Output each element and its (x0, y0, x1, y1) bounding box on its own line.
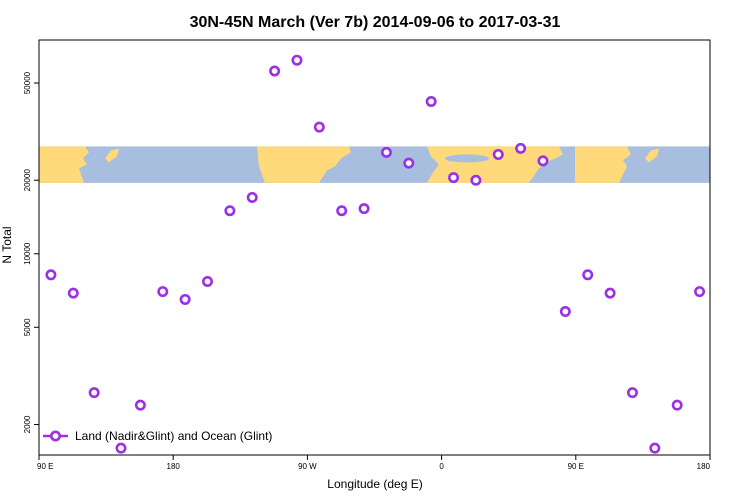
data-point-3 (115, 442, 127, 454)
x-tick-label-3: 0 (439, 462, 444, 471)
x-tick-label-1: 180 (167, 462, 181, 471)
data-point-21 (515, 142, 527, 154)
data-point-28 (671, 399, 683, 411)
y-tick-label-2: 10000 (23, 242, 32, 265)
data-point-0 (45, 269, 57, 281)
data-point-9 (246, 191, 258, 203)
y-tick-label-4: 50000 (23, 71, 32, 94)
data-point-11 (291, 54, 303, 66)
data-point-5 (157, 286, 169, 298)
legend-marker (49, 430, 61, 442)
data-point-16 (403, 157, 415, 169)
data-point-4 (134, 399, 146, 411)
data-point-1 (67, 287, 79, 299)
data-point-29 (694, 286, 706, 298)
map-land-4 (575, 146, 631, 183)
y-tick-label-0: 2000 (23, 415, 32, 433)
data-point-8 (224, 205, 236, 217)
x-tick-label-2: 90 W (298, 462, 317, 471)
legend-label: Land (Nadir&Glint) and Ocean (Glint) (75, 429, 272, 443)
data-point-7 (201, 275, 213, 287)
y-axis: 2000 5000 10000 20000 50000 (23, 71, 39, 433)
map-band (39, 146, 710, 183)
data-point-19 (470, 174, 482, 186)
data-point-6 (179, 293, 191, 305)
data-point-13 (336, 205, 348, 217)
y-tick-label-1: 5000 (23, 318, 32, 336)
data-point-25 (604, 287, 616, 299)
data-point-2 (88, 387, 100, 399)
x-axis: 90 E 180 90 W 0 90 E 180 (37, 455, 711, 471)
data-point-12 (313, 121, 325, 133)
map-land-1 (105, 148, 119, 163)
data-point-20 (492, 148, 504, 160)
x-tick-label-0: 90 E (37, 462, 53, 471)
map-sea (445, 154, 489, 163)
data-point-10 (269, 65, 281, 77)
x-tick-label-4: 90 E (568, 462, 584, 471)
data-point-26 (626, 387, 638, 399)
data-point-14 (358, 203, 370, 215)
x-tick-label-5: 180 (697, 462, 711, 471)
data-point-24 (582, 269, 594, 281)
data-point-23 (559, 306, 571, 318)
data-point-18 (448, 172, 460, 184)
data-point-22 (537, 155, 549, 167)
data-points (45, 54, 706, 454)
legend: Land (Nadir&Glint) and Ocean (Glint) (43, 429, 272, 443)
x-axis-label: Longitude (deg E) (327, 477, 422, 491)
map-land-0 (39, 146, 89, 183)
map-land-2 (257, 146, 351, 183)
y-axis-label: N Total (0, 226, 14, 263)
plot-frame (38, 39, 711, 456)
y-tick-label-3: 20000 (23, 169, 32, 192)
data-point-27 (649, 442, 661, 454)
map-land-5 (645, 148, 659, 163)
data-point-15 (380, 146, 392, 158)
chart-title: 30N-45N March (Ver 7b) 2014-09-06 to 201… (190, 14, 561, 31)
data-point-17 (425, 96, 437, 108)
